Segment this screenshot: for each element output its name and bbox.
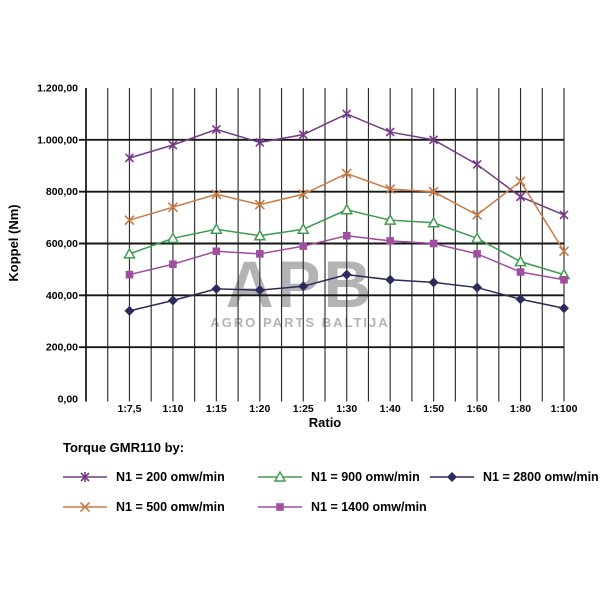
legend-marker-star-icon <box>63 472 107 482</box>
legend-item-n1-900: N1 = 900 omw/min <box>258 470 420 484</box>
series-1500 <box>124 168 570 257</box>
x-tick-labels: 1:7,5 1:10 1:15 1:20 1:25 1:30 1:40 1:50 1:60 1:8… <box>117 403 577 415</box>
legend-item-n1-2800: N1 = 2800 omw/min <box>430 470 599 484</box>
series-1200 <box>124 108 569 220</box>
legend-label: N1 = 2800 omw/min <box>483 470 599 484</box>
x-tick-label: 1:50 <box>423 403 444 415</box>
series-12800 <box>124 269 569 316</box>
y-tick-label: 0,00 <box>58 394 79 406</box>
y-tick-label: 1.000,00 <box>37 134 78 146</box>
legend-title: Torque GMR110 by: <box>63 440 185 455</box>
x-tick-label: 1:20 <box>249 403 270 415</box>
y-tick-label: 1.200,00 <box>37 83 78 95</box>
x-tick-label: 1:30 <box>336 403 357 415</box>
x-axis-title: Ratio <box>308 415 342 430</box>
legend-item-n1-500: N1 = 500 omw/min <box>63 500 225 514</box>
legend-marker-square-icon <box>258 503 302 511</box>
x-tick-label: 1:10 <box>162 403 183 415</box>
y-tick-label: 600,00 <box>46 238 78 250</box>
legend-item-n1-200: N1 = 200 omw/min <box>63 470 225 484</box>
y-tick-labels: 0,00 200,00 400,00 600,00 800,00 1.000,00 1.20… <box>37 83 78 406</box>
y-tick-label: 800,00 <box>46 186 78 198</box>
legend-item-n1-1400: N1 = 1400 omw/min <box>258 500 427 514</box>
legend-marker-diamond-icon <box>430 472 474 482</box>
x-tick-label: 1:60 <box>467 403 488 415</box>
legend-marker-triangle-icon <box>258 470 302 482</box>
grid <box>79 88 565 402</box>
legend-label: N1 = 900 omw/min <box>311 470 420 484</box>
legend-label: N1 = 200 omw/min <box>116 470 225 484</box>
y-axis-title: Koppel (Nm) <box>6 204 21 282</box>
legend-marker-x-icon <box>63 501 107 513</box>
x-tick-label: 1:40 <box>380 403 401 415</box>
legend-label: N1 = 500 omw/min <box>116 500 225 514</box>
series-11400 <box>125 231 568 284</box>
y-tick-label: 200,00 <box>46 342 78 354</box>
legend-label: N1 = 1400 omw/min <box>311 500 427 514</box>
x-tick-label: 1:80 <box>510 403 531 415</box>
x-tick-label: 1:7,5 <box>117 403 141 415</box>
x-tick-label: 1:100 <box>551 403 578 415</box>
y-tick-label: 400,00 <box>46 290 78 302</box>
x-tick-label: 1:15 <box>206 403 227 415</box>
x-tick-label: 1:25 <box>293 403 314 415</box>
